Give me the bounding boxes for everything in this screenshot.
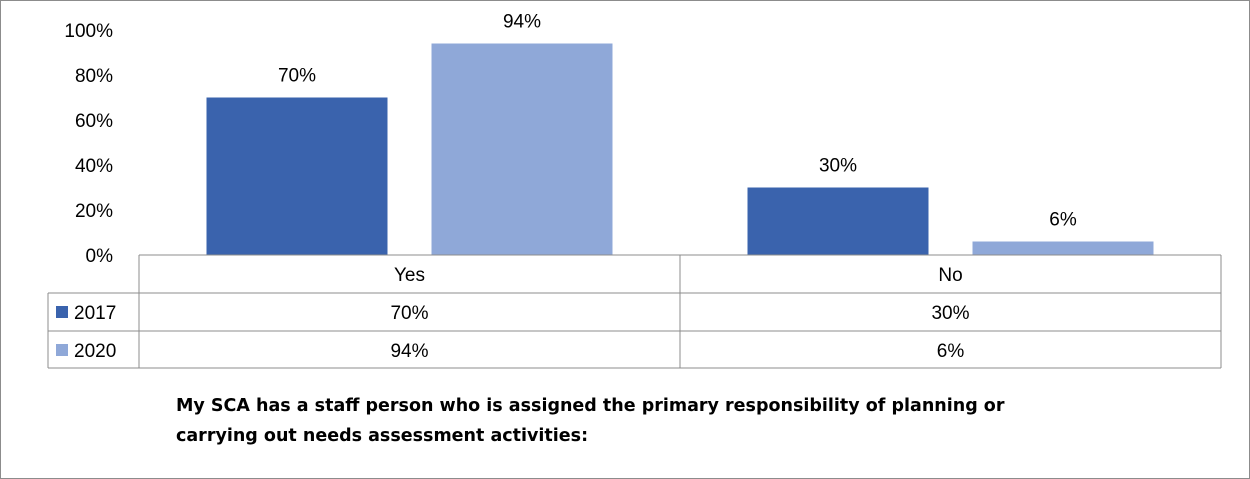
table-cell-value: 70% <box>390 303 428 324</box>
bar-2017-yes <box>206 97 388 255</box>
table-cell-value: 94% <box>390 341 428 362</box>
y-tick-label: 100% <box>64 21 113 42</box>
bar-2017-no <box>747 187 929 255</box>
x-category-label: Yes <box>394 265 425 286</box>
bar-2020-yes <box>431 43 613 255</box>
x-category-label: No <box>938 265 962 286</box>
legend-key-2017 <box>56 306 68 318</box>
y-tick-label: 80% <box>75 66 113 87</box>
legend-label: 2020 <box>74 341 116 362</box>
legend-label: 2017 <box>74 303 116 324</box>
y-tick-label: 60% <box>75 111 113 132</box>
table-cell-value: 30% <box>931 303 969 324</box>
bar-2020-no <box>972 241 1154 255</box>
data-label: 30% <box>819 156 857 177</box>
y-tick-label: 0% <box>86 246 114 267</box>
data-label: 6% <box>1049 210 1077 231</box>
y-tick-label: 20% <box>75 201 113 222</box>
legend-key-2020 <box>56 344 68 356</box>
data-label: 94% <box>503 12 541 33</box>
table-cell-value: 6% <box>937 341 965 362</box>
chart-title: My SCA has a staff person who is assigne… <box>176 396 1005 446</box>
y-tick-label: 40% <box>75 156 113 177</box>
data-label: 70% <box>278 66 316 87</box>
